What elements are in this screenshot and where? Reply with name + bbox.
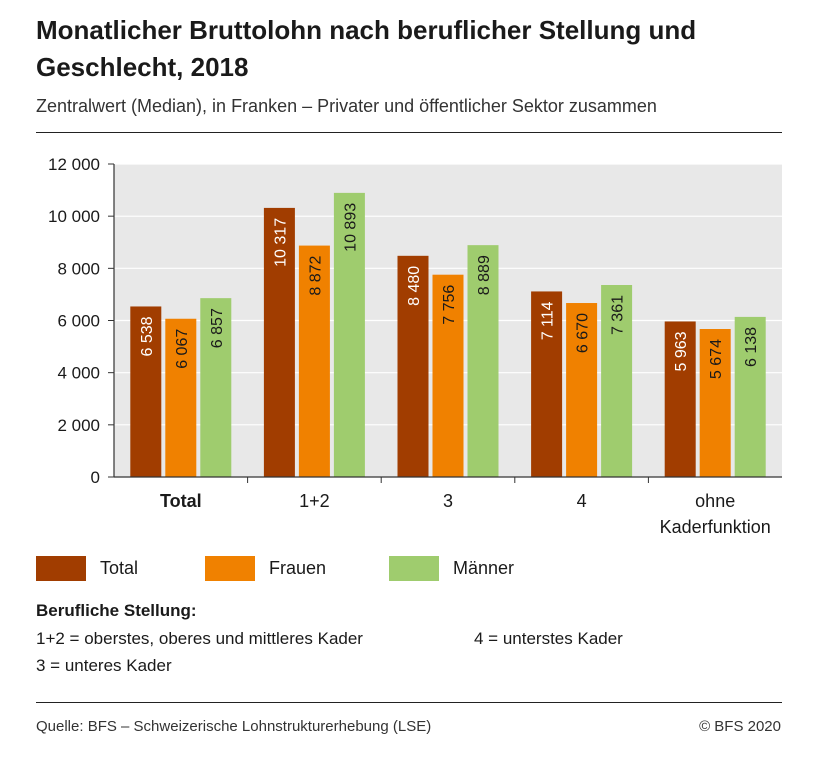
chart-title: Monatlicher Bruttolohn nach beruflicher …	[36, 15, 697, 82]
bar-value-label: 8 480	[406, 266, 423, 306]
bar	[397, 255, 429, 477]
notes-line-2: 4 = unterstes Kader	[474, 629, 623, 648]
bar-value-label: 10 317	[272, 218, 289, 267]
legend-label-total: Total	[100, 557, 139, 578]
bar	[298, 245, 330, 477]
y-tick-label: 4 000	[57, 364, 100, 383]
bar-value-label: 6 857	[209, 308, 226, 348]
x-tick-label: 3	[443, 491, 453, 511]
bar	[333, 192, 365, 477]
x-tick-label: 4	[577, 491, 587, 511]
legend-swatch-maenner	[389, 555, 439, 581]
x-tick-label: Kaderfunktion	[660, 517, 771, 537]
bar	[432, 274, 464, 477]
top-divider	[36, 132, 782, 133]
legend: Total Frauen Männer	[0, 553, 827, 583]
bar-value-label: 6 538	[139, 316, 156, 356]
bar-value-label: 6 067	[174, 329, 191, 369]
bar	[601, 285, 633, 477]
y-tick-label: 10 000	[48, 207, 100, 226]
y-tick-label: 8 000	[57, 259, 100, 278]
bar-value-label: 7 756	[441, 285, 458, 325]
x-tick-label: 1+2	[299, 491, 330, 511]
bar	[467, 245, 499, 477]
bar-value-label: 5 674	[708, 339, 725, 379]
notes-title: Berufliche Stellung:	[36, 601, 197, 620]
bar	[263, 207, 295, 477]
legend-item-maenner: Männer	[389, 553, 514, 583]
notes-line-3: 3 = unteres Kader	[36, 656, 172, 675]
x-tick-label: ohne	[695, 491, 735, 511]
footer-source: Quelle: BFS – Schweizerische Lohnstruktu…	[36, 718, 432, 735]
bar	[165, 318, 197, 477]
bar-value-label: 5 963	[673, 331, 690, 371]
bar	[566, 303, 598, 477]
y-tick-label: 2 000	[57, 416, 100, 435]
legend-label-frauen: Frauen	[269, 557, 327, 578]
bar-value-label: 7 114	[540, 301, 557, 340]
y-tick-label: 0	[91, 468, 100, 487]
bar	[531, 291, 563, 477]
y-tick-label: 12 000	[48, 155, 100, 174]
legend-swatch-total	[36, 555, 86, 581]
bar	[734, 316, 766, 477]
x-tick-label: Total	[160, 491, 202, 511]
bar	[200, 298, 232, 477]
chart-subtitle: Zentralwert (Median), in Franken – Priva…	[36, 96, 657, 116]
legend-item-total: Total	[36, 553, 138, 583]
footer-copyright: © BFS 2020	[699, 718, 781, 735]
bar	[130, 306, 162, 477]
bottom-divider	[36, 702, 782, 703]
legend-item-frauen: Frauen	[205, 553, 326, 583]
bar-value-label: 10 893	[342, 203, 359, 252]
bar-value-label: 6 670	[575, 313, 592, 353]
legend-swatch-frauen	[205, 555, 255, 581]
bar-value-label: 8 872	[307, 255, 324, 295]
bar-value-label: 8 889	[476, 255, 493, 295]
bar-chart: 0 2 000 4 000 6 000 8 000 10 000 12 000 6 538 6 …	[48, 155, 782, 537]
bar	[699, 329, 731, 477]
y-tick-label: 6 000	[57, 312, 100, 331]
bar-value-label: 7 361	[610, 295, 627, 335]
notes-line-1: 1+2 = oberstes, oberes und mittleres Kad…	[36, 629, 363, 648]
bar	[664, 321, 696, 477]
legend-label-maenner: Männer	[453, 557, 515, 578]
bar-value-label: 6 138	[743, 327, 760, 367]
